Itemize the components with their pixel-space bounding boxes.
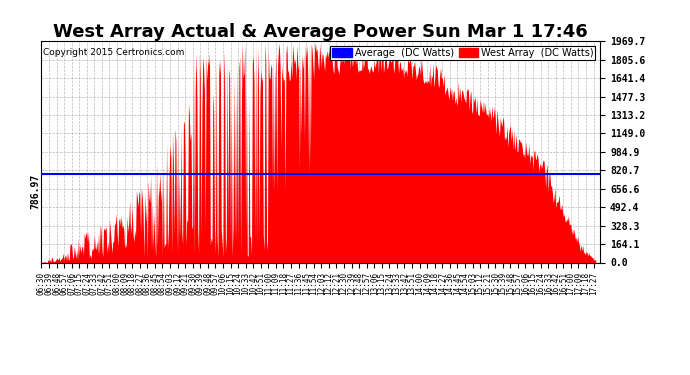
Text: 786.97: 786.97 (31, 174, 41, 209)
Text: Copyright 2015 Certronics.com: Copyright 2015 Certronics.com (43, 48, 184, 57)
Title: West Array Actual & Average Power Sun Mar 1 17:46: West Array Actual & Average Power Sun Ma… (54, 23, 588, 41)
Legend: Average  (DC Watts), West Array  (DC Watts): Average (DC Watts), West Array (DC Watts… (331, 46, 595, 60)
